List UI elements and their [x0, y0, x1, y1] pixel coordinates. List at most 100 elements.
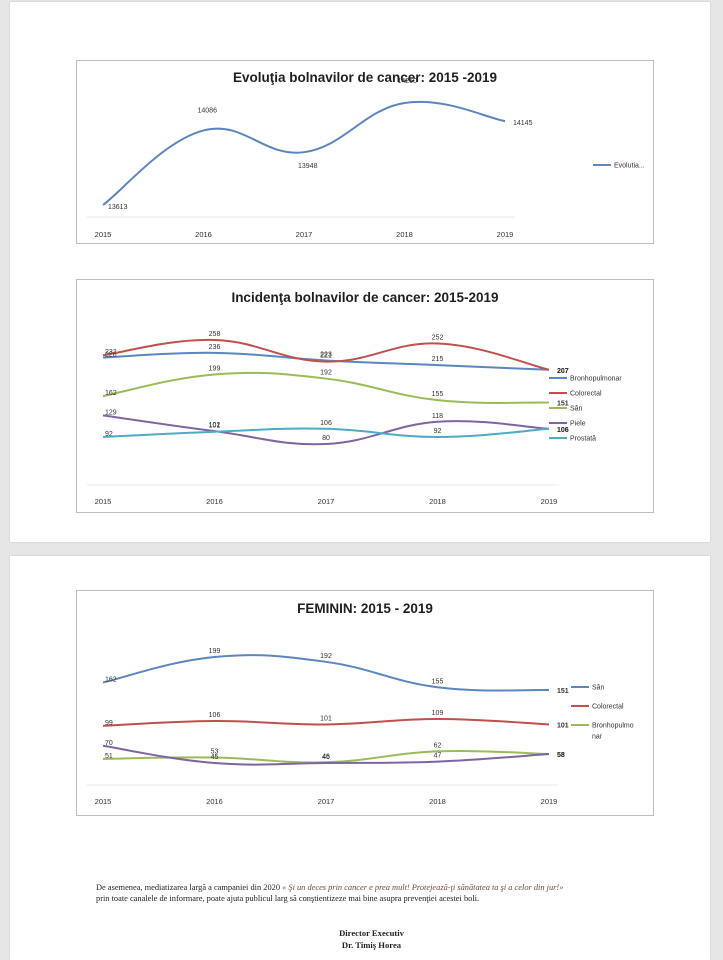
data-label: 58: [557, 752, 565, 759]
data-label: 192: [320, 370, 332, 377]
data-label: 236: [209, 344, 221, 351]
data-label: 51: [105, 753, 113, 760]
chart-plot: 2015 2016 2017 2018 2019 228 236 223 215 207Bronh…: [87, 331, 622, 506]
data-label: 70: [105, 740, 113, 747]
series-line: [102, 338, 550, 371]
data-label: 162: [105, 676, 117, 683]
data-label: 47: [434, 753, 442, 760]
data-label: 215: [432, 356, 444, 363]
data-label: 109: [432, 710, 444, 717]
data-label: 106: [209, 712, 221, 719]
chart-plot: 2015 2016 2017 2018 2019 13613 14086 13948 14260…: [87, 78, 645, 239]
page-1: Evoluţia bolnavilor de cancer: 2015 -201…: [10, 2, 710, 542]
signature-name: Dr. Timiş Horea: [341, 940, 402, 950]
x-tick-label: 2017: [318, 797, 335, 806]
data-label: 62: [434, 742, 442, 749]
signature-title: Director Executiv: [339, 928, 404, 938]
data-label: 118: [432, 413, 443, 420]
data-label: 223: [320, 351, 332, 358]
chart-title: FEMININ: 2015 - 2019: [297, 601, 433, 616]
data-label: 92: [105, 431, 113, 438]
legend-label: Colorectal: [570, 391, 602, 398]
series-line: [102, 371, 550, 404]
series-line: [102, 414, 550, 446]
data-label: 151: [557, 688, 569, 695]
x-tick-label: 2018: [429, 797, 446, 806]
data-label: 207: [557, 368, 569, 375]
series-line: [102, 744, 550, 766]
chart-feminin: FEMININ: 2015 - 2019 2015 2016 2017 2018 201…: [76, 590, 654, 816]
campaign-quote: « Şi un deces prin cancer e prea mult! P…: [282, 883, 564, 892]
series-line: [102, 100, 506, 206]
data-label: 199: [209, 365, 221, 372]
x-tick-label: 2016: [206, 797, 223, 806]
data-label: 58: [557, 752, 565, 759]
data-label: 45: [322, 754, 330, 761]
data-label: 53: [211, 748, 219, 755]
series-line: [102, 351, 550, 371]
data-label: 101: [557, 722, 569, 729]
chart-plot: 2015 2016 2017 2018 2019 162 199 192 155 151 Sân 99…: [87, 648, 634, 806]
chart-evolution: Evoluţia bolnavilor de cancer: 2015 -201…: [76, 60, 654, 244]
data-label: 192: [320, 653, 332, 660]
series-line: [102, 427, 550, 438]
data-label: 199: [209, 648, 221, 655]
x-tick-label: 2017: [318, 497, 335, 506]
chart-title: Evoluţia bolnavilor de cancer: 2015 -201…: [232, 70, 498, 85]
footer-line-1: De asemenea, mediatizarea largă a campan…: [96, 883, 283, 892]
data-label: 101: [209, 423, 221, 430]
x-tick-label: 2015: [95, 797, 112, 806]
data-label: 258: [209, 331, 221, 338]
legend-label: Evolutia...: [614, 163, 645, 170]
data-label: 207: [557, 368, 569, 375]
data-label: 92: [434, 428, 442, 435]
x-tick-label: 2015: [95, 497, 112, 506]
data-label: 228: [105, 352, 117, 359]
chart-title: Incidenţa bolnavilor de cancer: 2015-201…: [231, 290, 499, 305]
data-label: 102: [209, 422, 221, 429]
footer-paragraph: De asemenea, mediatizarea largă a campan…: [96, 882, 656, 904]
data-label: 45: [211, 754, 219, 761]
series-line: [102, 654, 550, 692]
legend-label: Sân: [592, 685, 605, 692]
x-tick-label: 2019: [541, 797, 558, 806]
data-label: 80: [322, 435, 330, 442]
chart-incidence: Incidenţa bolnavilor de cancer: 2015-201…: [76, 279, 654, 513]
data-label: 106: [320, 420, 332, 427]
legend-label: Bronhopulmo: [592, 723, 634, 730]
data-label: 252: [432, 335, 444, 342]
x-tick-label: 2017: [296, 230, 313, 239]
x-tick-label: 2015: [95, 230, 112, 239]
x-tick-label: 2016: [206, 497, 223, 506]
page-2: FEMININ: 2015 - 2019 2015 2016 2017 2018 201…: [10, 556, 710, 960]
data-label: 106: [557, 427, 569, 434]
data-label: 14145: [513, 120, 533, 127]
data-label: 155: [432, 391, 444, 398]
data-label: 129: [105, 409, 117, 416]
data-label: 232: [105, 349, 117, 356]
footer-line-2: prin toate canalele de informare, poate …: [96, 894, 480, 903]
data-label: 106: [557, 427, 569, 434]
data-label: 151: [557, 401, 569, 408]
series-line: [102, 717, 550, 727]
x-tick-label: 2018: [429, 497, 446, 506]
x-tick-label: 2019: [497, 230, 514, 239]
legend-label: Bronhopulmonar: [570, 376, 622, 383]
legend-label: Sân: [570, 406, 583, 413]
legend-label: Piele: [570, 421, 586, 428]
legend-label: Colorectal: [592, 704, 624, 711]
data-label: 14086: [198, 107, 218, 114]
x-tick-label: 2016: [195, 230, 212, 239]
data-label: 46: [322, 753, 330, 760]
legend-label: Prostată: [570, 436, 596, 443]
data-label: 155: [432, 678, 444, 685]
x-tick-label: 2018: [396, 230, 413, 239]
data-label: 162: [105, 390, 117, 397]
legend-label: nar: [592, 734, 603, 741]
data-label: 221: [320, 353, 332, 360]
data-label: 99: [105, 720, 113, 727]
x-tick-label: 2019: [541, 497, 558, 506]
data-label: 101: [320, 715, 332, 722]
data-label: 13613: [108, 204, 128, 211]
data-label: 14260: [398, 78, 418, 85]
